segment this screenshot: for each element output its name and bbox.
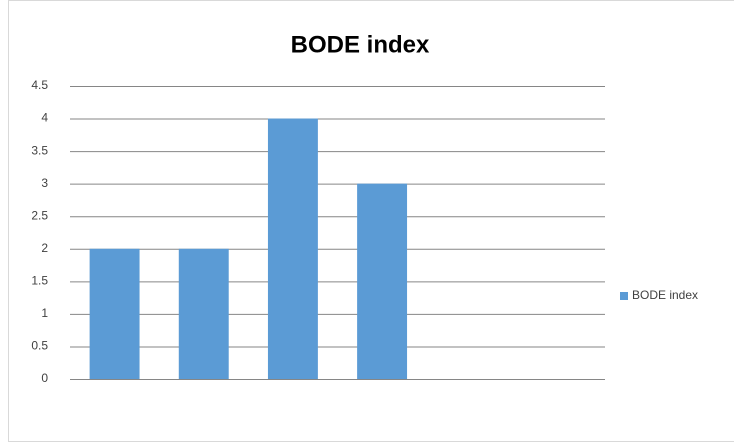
y-tick-label: 4	[41, 111, 48, 125]
y-tick-label: 2.5	[31, 208, 48, 222]
legend-label: BODE index	[632, 288, 698, 302]
y-tick-label: 4.5	[31, 78, 48, 92]
y-tick-label: 0	[41, 371, 48, 385]
legend-swatch	[620, 292, 628, 300]
y-tick-label: 1.5	[31, 274, 48, 288]
bar	[178, 248, 229, 379]
y-tick-label: 1	[41, 306, 48, 320]
y-tick-label: 0.5	[31, 339, 48, 353]
bar	[357, 183, 408, 379]
chart-title: BODE index	[291, 31, 430, 58]
y-tick-label: 3.5	[31, 143, 48, 157]
y-tick-label: 2	[41, 241, 48, 255]
bar	[267, 118, 318, 380]
bar	[89, 248, 140, 379]
y-tick-label: 3	[41, 176, 48, 190]
